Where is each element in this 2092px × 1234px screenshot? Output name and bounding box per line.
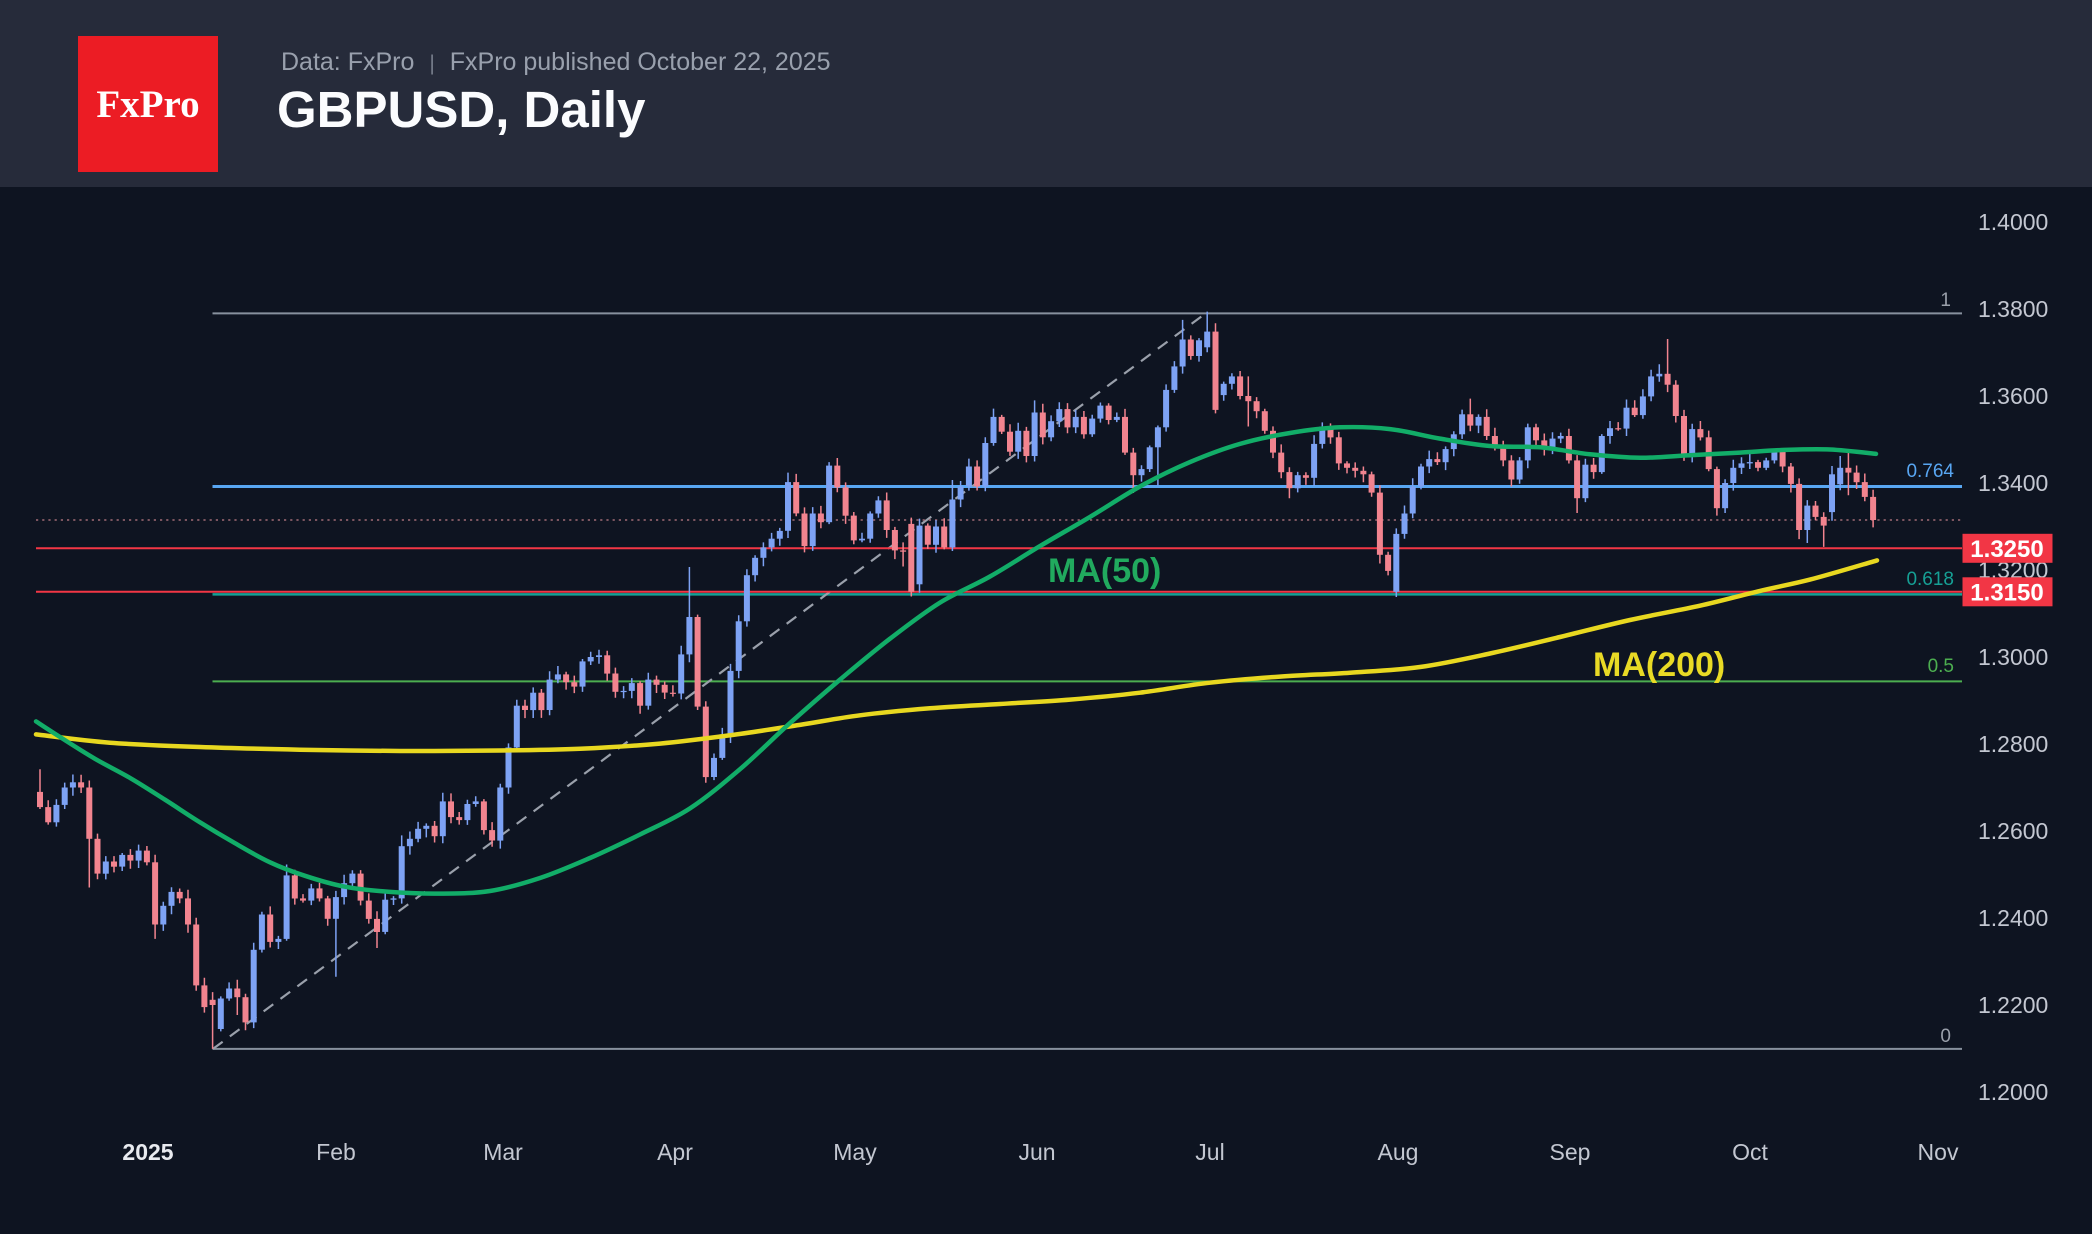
svg-text:1.2400: 1.2400 [1978, 905, 2048, 931]
svg-text:0.5: 0.5 [1928, 656, 1954, 677]
svg-text:1.2800: 1.2800 [1978, 731, 2048, 757]
svg-text:Apr: Apr [657, 1139, 693, 1165]
svg-text:1.3600: 1.3600 [1978, 383, 2048, 409]
svg-text:Oct: Oct [1732, 1139, 1768, 1165]
svg-text:1.4000: 1.4000 [1978, 209, 2048, 235]
svg-text:Jun: Jun [1018, 1139, 1055, 1165]
svg-text:1.3800: 1.3800 [1978, 296, 2048, 322]
svg-text:1.3000: 1.3000 [1978, 644, 2048, 670]
svg-text:Nov: Nov [1918, 1139, 1959, 1165]
svg-text:MA(50): MA(50) [1048, 552, 1161, 590]
svg-text:1: 1 [1940, 290, 1951, 311]
svg-text:1.2200: 1.2200 [1978, 992, 2048, 1018]
svg-text:1.3150: 1.3150 [1970, 579, 2043, 606]
svg-text:1.3400: 1.3400 [1978, 470, 2048, 496]
svg-text:0.618: 0.618 [1906, 569, 1954, 590]
svg-text:Aug: Aug [1378, 1139, 1419, 1165]
svg-text:Sep: Sep [1550, 1139, 1591, 1165]
svg-text:MA(200): MA(200) [1593, 646, 1725, 684]
svg-text:Mar: Mar [483, 1139, 523, 1165]
svg-text:1.3250: 1.3250 [1970, 536, 2043, 563]
svg-text:0: 0 [1940, 1026, 1951, 1047]
svg-text:1.2600: 1.2600 [1978, 818, 2048, 844]
svg-text:2025: 2025 [122, 1139, 173, 1165]
svg-text:Feb: Feb [316, 1139, 356, 1165]
svg-text:May: May [833, 1139, 877, 1165]
svg-text:1.2000: 1.2000 [1978, 1079, 2048, 1105]
svg-text:Jul: Jul [1195, 1139, 1224, 1165]
svg-text:0.764: 0.764 [1906, 461, 1954, 482]
